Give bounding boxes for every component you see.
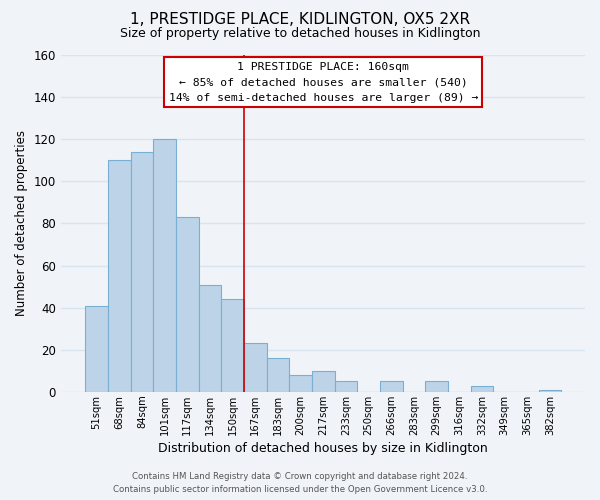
Bar — [85, 306, 108, 392]
Bar — [289, 375, 312, 392]
Bar — [244, 344, 266, 392]
Text: 1, PRESTIDGE PLACE, KIDLINGTON, OX5 2XR: 1, PRESTIDGE PLACE, KIDLINGTON, OX5 2XR — [130, 12, 470, 28]
Text: Contains HM Land Registry data © Crown copyright and database right 2024.
Contai: Contains HM Land Registry data © Crown c… — [113, 472, 487, 494]
Text: 1 PRESTIDGE PLACE: 160sqm
← 85% of detached houses are smaller (540)
14% of semi: 1 PRESTIDGE PLACE: 160sqm ← 85% of detac… — [169, 62, 478, 103]
Bar — [312, 371, 335, 392]
Bar — [176, 217, 199, 392]
Bar — [199, 284, 221, 392]
Bar — [539, 390, 561, 392]
Bar — [153, 139, 176, 392]
Bar — [380, 382, 403, 392]
Bar — [470, 386, 493, 392]
Bar — [131, 152, 153, 392]
Bar — [425, 382, 448, 392]
Y-axis label: Number of detached properties: Number of detached properties — [15, 130, 28, 316]
Bar — [335, 382, 357, 392]
Text: Size of property relative to detached houses in Kidlington: Size of property relative to detached ho… — [120, 28, 480, 40]
X-axis label: Distribution of detached houses by size in Kidlington: Distribution of detached houses by size … — [158, 442, 488, 455]
Bar — [221, 300, 244, 392]
Bar — [266, 358, 289, 392]
Bar — [108, 160, 131, 392]
